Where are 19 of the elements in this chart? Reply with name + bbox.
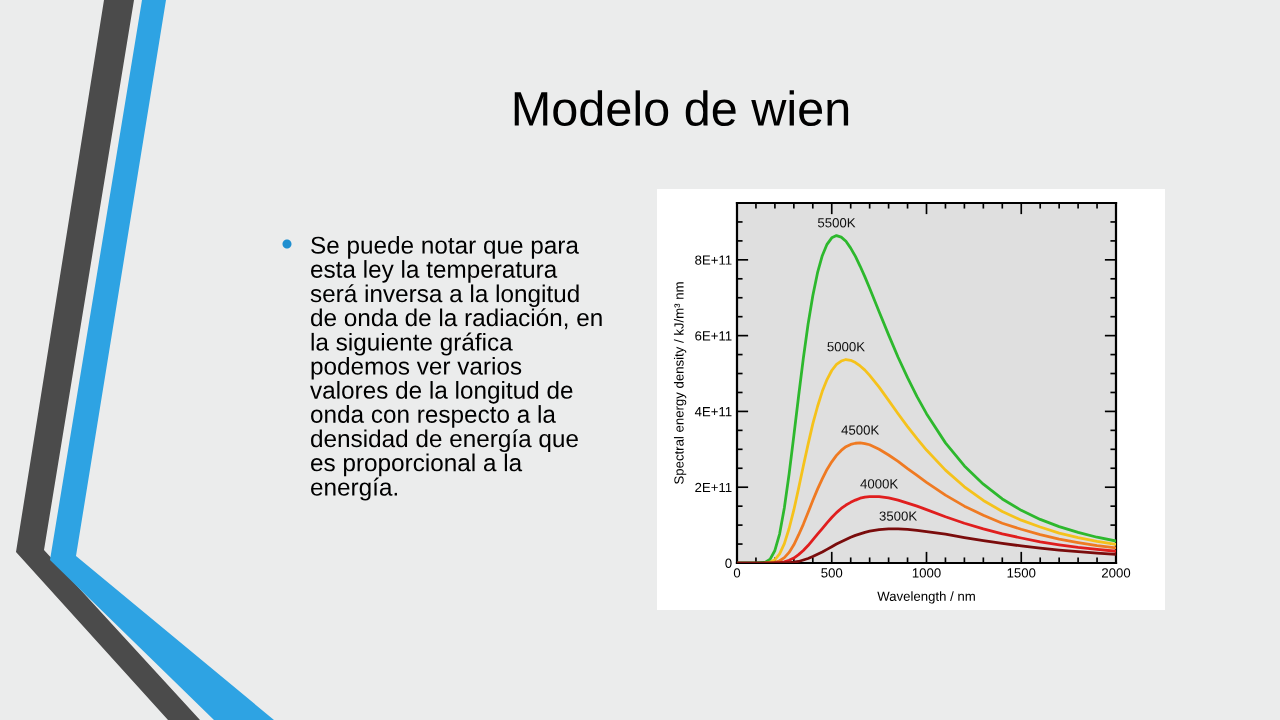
series-label: 3500K: [879, 511, 917, 521]
x-tick-label: 1500: [1007, 568, 1036, 578]
y-axis-title: Spectral energy density / kJ/m³ nm: [673, 282, 687, 484]
series-label: 4000K: [860, 479, 899, 489]
y-tick-label: 8E+11: [695, 255, 732, 265]
x-tick-label: 500: [821, 568, 843, 578]
text: Se puede notar que para esta ley la temperatura será inversa a la longitud de onda de la radiación, en la siguiente gráfica podemos ver varios valores de la longitud de onda con respecto a la densidad de energía que es proporcional a la energía.: [310, 236, 602, 501]
y-tick-label: 6E+11: [695, 331, 732, 341]
series-label: 4500K: [841, 425, 880, 435]
y-tick-label: 4E+11: [694, 407, 732, 417]
series-label: 5000K: [827, 342, 865, 352]
chart-title: Modelo de wien: [514, 90, 849, 127]
x-tick-label: 1000: [912, 568, 941, 578]
x-tick-label: 2000: [1101, 568, 1131, 578]
x-tick-label: 0: [733, 568, 741, 578]
y-tick-label: 0: [725, 558, 732, 568]
x-axis-title: Wavelength / nm: [877, 591, 975, 604]
y-tick-label: 2E+11: [695, 482, 732, 492]
series-label: 5500K: [817, 218, 856, 228]
